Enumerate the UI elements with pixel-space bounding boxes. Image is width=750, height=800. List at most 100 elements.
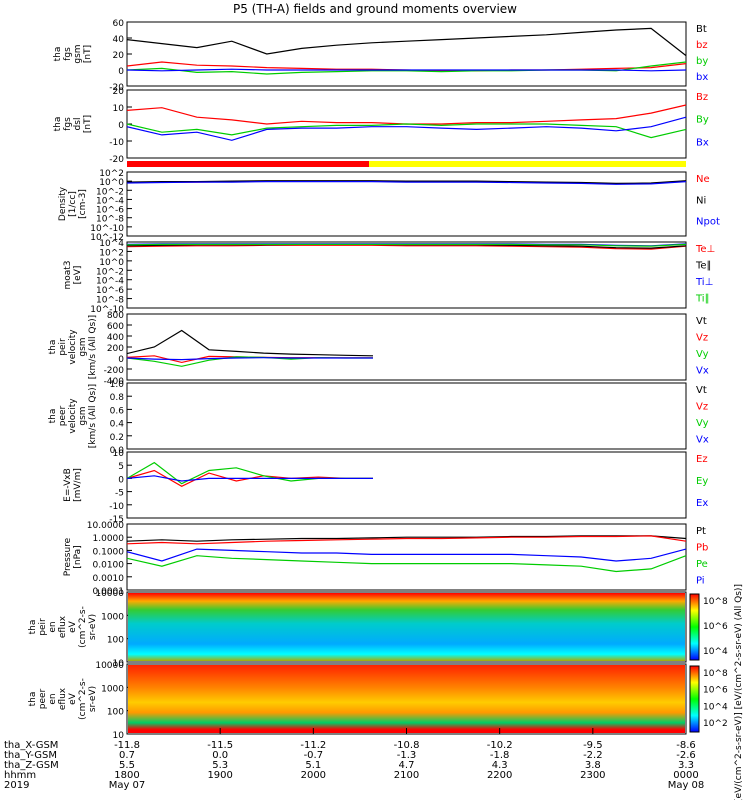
y-tick-label: 100 [107,708,124,718]
ylabel-text: [km/s (All Qs)] [88,384,98,448]
series-Te⊥ [126,244,687,250]
y-tick-label: 10^-12 [90,233,124,243]
y-tick-label: 0.0001 [93,587,125,597]
legend-Vt: Vt [696,316,707,327]
legend-Vy: Vy [696,418,709,429]
series-By [126,123,687,139]
y-tick-label: 10000 [95,589,124,599]
colorbar-tick-label: 10^2 [703,719,728,729]
spectrogram [128,665,685,733]
series-Pi [126,548,687,562]
y-tick-label: 5 [118,462,124,472]
y-tick-label: 0.0100 [93,561,125,571]
series-Vt [126,329,374,357]
x-row-value: 4.7 [399,760,415,771]
panel-peer-velocity [126,382,687,450]
panel-frame [126,313,687,381]
x-row-value: 5.5 [119,760,135,771]
y-tick-label: 10^-2 [96,267,124,277]
legend-Ez: Ez [696,454,708,465]
legend-Bx: Bx [696,137,709,148]
legend-Pb: Pb [696,543,708,554]
y-tick-label: 10000 [95,661,124,671]
panel-frame [126,241,687,309]
ylabel-text: velocity [68,329,78,365]
y-tick-label: 10 [113,659,125,669]
x-row-value: 0.0 [212,750,228,761]
x-row-value: -11.5 [207,740,233,751]
legend-bx: bx [696,72,708,83]
colorbar-tick-label: 10^4 [703,702,728,712]
x-row-value: -1.3 [397,750,417,761]
ylabel-text: peer [38,688,48,709]
y-tick-label: 1000 [101,612,124,622]
panel-density [126,171,687,237]
x-row-value: 2100 [394,770,419,781]
series-Ey [126,461,373,485]
legend-Bt: Bt [696,24,707,35]
ylabel-text: eflux [58,615,68,638]
y-tick-label: 10^-8 [96,215,124,225]
legend-Vx: Vx [696,366,709,377]
y-tick-label: 10^2 [99,248,124,258]
x-row-value: -0.7 [304,750,324,761]
colorbar [689,593,700,661]
x-row-value: -2.6 [676,750,696,761]
x-row-value: -2.2 [583,750,603,761]
y-tick-label: 10^-10 [90,224,124,234]
panel-frame [126,21,687,87]
panel-frame [126,382,687,450]
ylabel-text: tha [28,692,38,707]
ylabel-text: sr-eV) [88,614,98,640]
y-tick-label: 0 [118,67,124,77]
x-row-value: 2300 [580,770,605,781]
x-row-value: 0.7 [119,750,135,761]
y-tick-label: 200 [107,344,124,354]
ylabel-text: tha [53,47,63,62]
legend-Ex: Ex [696,498,708,509]
x-row-value: 3.3 [678,760,694,771]
ylabel-text: peir [58,338,68,356]
ylabel-text: eV [68,692,78,705]
chart-title: P5 (TH-A) fields and ground moments over… [233,2,517,16]
series-Bx [126,116,687,141]
y-tick-label: -200 [104,366,125,376]
y-tick-label: 10^-10 [90,305,124,315]
colorbar-tick-label: 10^6 [703,686,728,696]
series-Ti∥ [126,243,687,247]
y-tick-label: 10.0000 [87,521,124,531]
ylabel-text: E=-VxB [63,468,73,502]
y-tick-label: 0.1000 [93,547,125,557]
y-tick-label: 10^-4 [96,196,124,206]
spectrogram [128,593,685,661]
series-by [126,61,687,75]
legend-Vy: Vy [696,349,709,360]
ylabel-text: fgs [63,47,73,61]
legend-Ni: Ni [696,195,706,206]
ylabel-text: dsl [73,118,83,131]
legend-Ne: Ne [696,174,710,185]
panel-frame [126,591,687,663]
colorbar-tick-label: 10^6 [703,622,728,632]
y-tick-label: 10 [113,449,125,459]
legend-Te∥: Te∥ [695,261,712,272]
x-row-label: 2019 [4,780,29,791]
y-tick-label: 10^2 [99,169,124,179]
y-tick-label: 10 [113,104,125,114]
ylabel-text: [cm-3] [78,189,88,219]
x-row-value: -11.8 [114,740,140,751]
legend-Vt: Vt [696,385,707,396]
x-row-value: -9.5 [583,740,603,751]
y-tick-label: 1000 [101,684,124,694]
mode-bar-red [127,161,369,167]
x-row-value: 4.3 [492,760,508,771]
legend-Vz: Vz [696,333,708,344]
ylabel-text: moat3 [63,260,73,289]
ylabel-text: (cm^2-s- [78,606,88,648]
ylabel-text: [nT] [83,45,93,63]
y-tick-label: 0.8 [110,393,125,403]
colorbar-tick-label: 10^4 [703,647,728,657]
ylabel-text: peir [38,618,48,636]
x-row-value: 3.8 [585,760,601,771]
